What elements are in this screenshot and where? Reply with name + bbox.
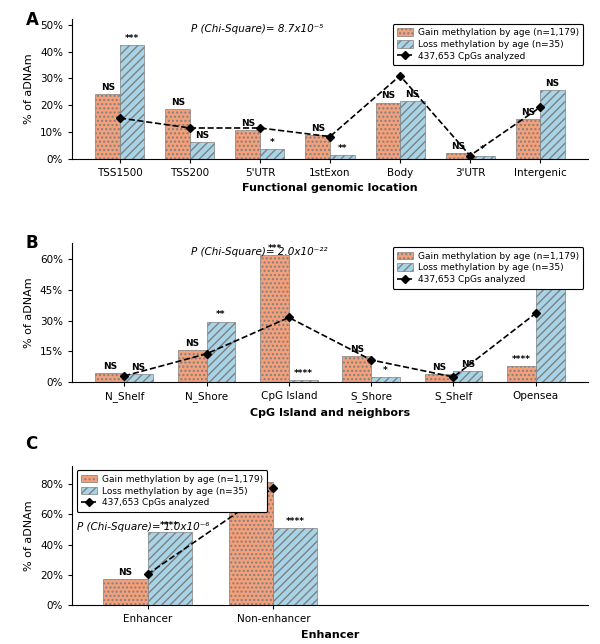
Bar [178, 350, 206, 382]
Text: NS: NS [195, 131, 209, 140]
Text: ***: *** [125, 33, 139, 43]
Y-axis label: % of aDNAm: % of aDNAm [25, 500, 34, 571]
Text: NS: NS [405, 90, 419, 99]
Text: *: * [270, 138, 275, 147]
Bar [190, 142, 214, 159]
Text: ***: *** [268, 244, 281, 253]
Bar [371, 377, 400, 382]
Text: NS: NS [131, 363, 146, 372]
X-axis label: CpG Island and neighbors: CpG Island and neighbors [250, 408, 410, 417]
Bar [235, 130, 260, 159]
Text: C: C [26, 435, 38, 453]
Text: NS: NS [118, 568, 133, 577]
Legend: Gain methylation by age (n=1,179), Loss methylation by age (n=35), 437,653 CpGs : Gain methylation by age (n=1,179), Loss … [77, 470, 268, 512]
Text: ****: **** [294, 368, 313, 377]
Bar [470, 156, 494, 159]
Text: NS: NS [311, 124, 325, 133]
Bar [148, 532, 191, 605]
Bar [376, 102, 400, 159]
Bar [260, 255, 289, 382]
Text: NS: NS [244, 471, 259, 480]
Text: ****: **** [286, 517, 305, 526]
Text: P (Chi-Square)= 8.7x10⁻⁵: P (Chi-Square)= 8.7x10⁻⁵ [191, 24, 323, 33]
Text: P (Chi-Square)= 1.0x10⁻⁶: P (Chi-Square)= 1.0x10⁻⁶ [77, 522, 209, 532]
Text: NS: NS [380, 91, 395, 100]
Bar [446, 153, 470, 159]
Text: B: B [26, 234, 38, 252]
Bar [343, 356, 371, 382]
Text: NS: NS [545, 79, 559, 88]
Bar [95, 373, 124, 382]
Text: *: * [383, 366, 388, 375]
Bar [120, 45, 145, 159]
Text: *: * [480, 144, 485, 153]
Bar [540, 90, 565, 159]
Bar [124, 374, 153, 382]
Bar [425, 374, 454, 382]
X-axis label: Functional genomic location: Functional genomic location [242, 184, 418, 193]
Bar [536, 263, 565, 382]
Text: ****: **** [160, 521, 179, 530]
Text: **: ** [338, 144, 347, 153]
Bar [400, 101, 425, 159]
Text: **: ** [216, 310, 226, 319]
Text: NS: NS [241, 118, 255, 128]
Text: NS: NS [451, 142, 465, 151]
Bar [103, 579, 148, 605]
Bar [260, 149, 284, 159]
Y-axis label: % of aDNAm: % of aDNAm [25, 54, 34, 124]
Text: **: ** [545, 252, 555, 261]
Text: NS: NS [461, 360, 475, 369]
Text: NS: NS [521, 108, 535, 117]
Bar [305, 135, 330, 159]
Text: P (Chi-Square)= 2.0x10⁻²²: P (Chi-Square)= 2.0x10⁻²² [191, 247, 327, 257]
Bar [166, 109, 190, 159]
Text: NS: NS [350, 345, 364, 354]
Text: NS: NS [170, 98, 185, 107]
Text: ****: **** [512, 355, 531, 364]
Bar [229, 482, 274, 605]
Text: NS: NS [185, 339, 199, 348]
Bar [454, 371, 482, 382]
Text: NS: NS [432, 363, 446, 372]
Bar [206, 321, 235, 382]
X-axis label: Enhancer: Enhancer [301, 630, 359, 640]
Bar [289, 380, 317, 382]
Y-axis label: % of aDNAm: % of aDNAm [24, 277, 34, 348]
Text: A: A [26, 11, 38, 29]
Bar [507, 366, 536, 382]
Text: NS: NS [103, 362, 117, 371]
Bar [95, 95, 120, 159]
Bar [274, 528, 317, 605]
Bar [330, 155, 355, 159]
Legend: Gain methylation by age (n=1,179), Loss methylation by age (n=35), 437,653 CpGs : Gain methylation by age (n=1,179), Loss … [392, 24, 583, 65]
Legend: Gain methylation by age (n=1,179), Loss methylation by age (n=35), 437,653 CpGs : Gain methylation by age (n=1,179), Loss … [392, 247, 583, 289]
Text: NS: NS [101, 83, 115, 92]
Bar [515, 119, 540, 159]
